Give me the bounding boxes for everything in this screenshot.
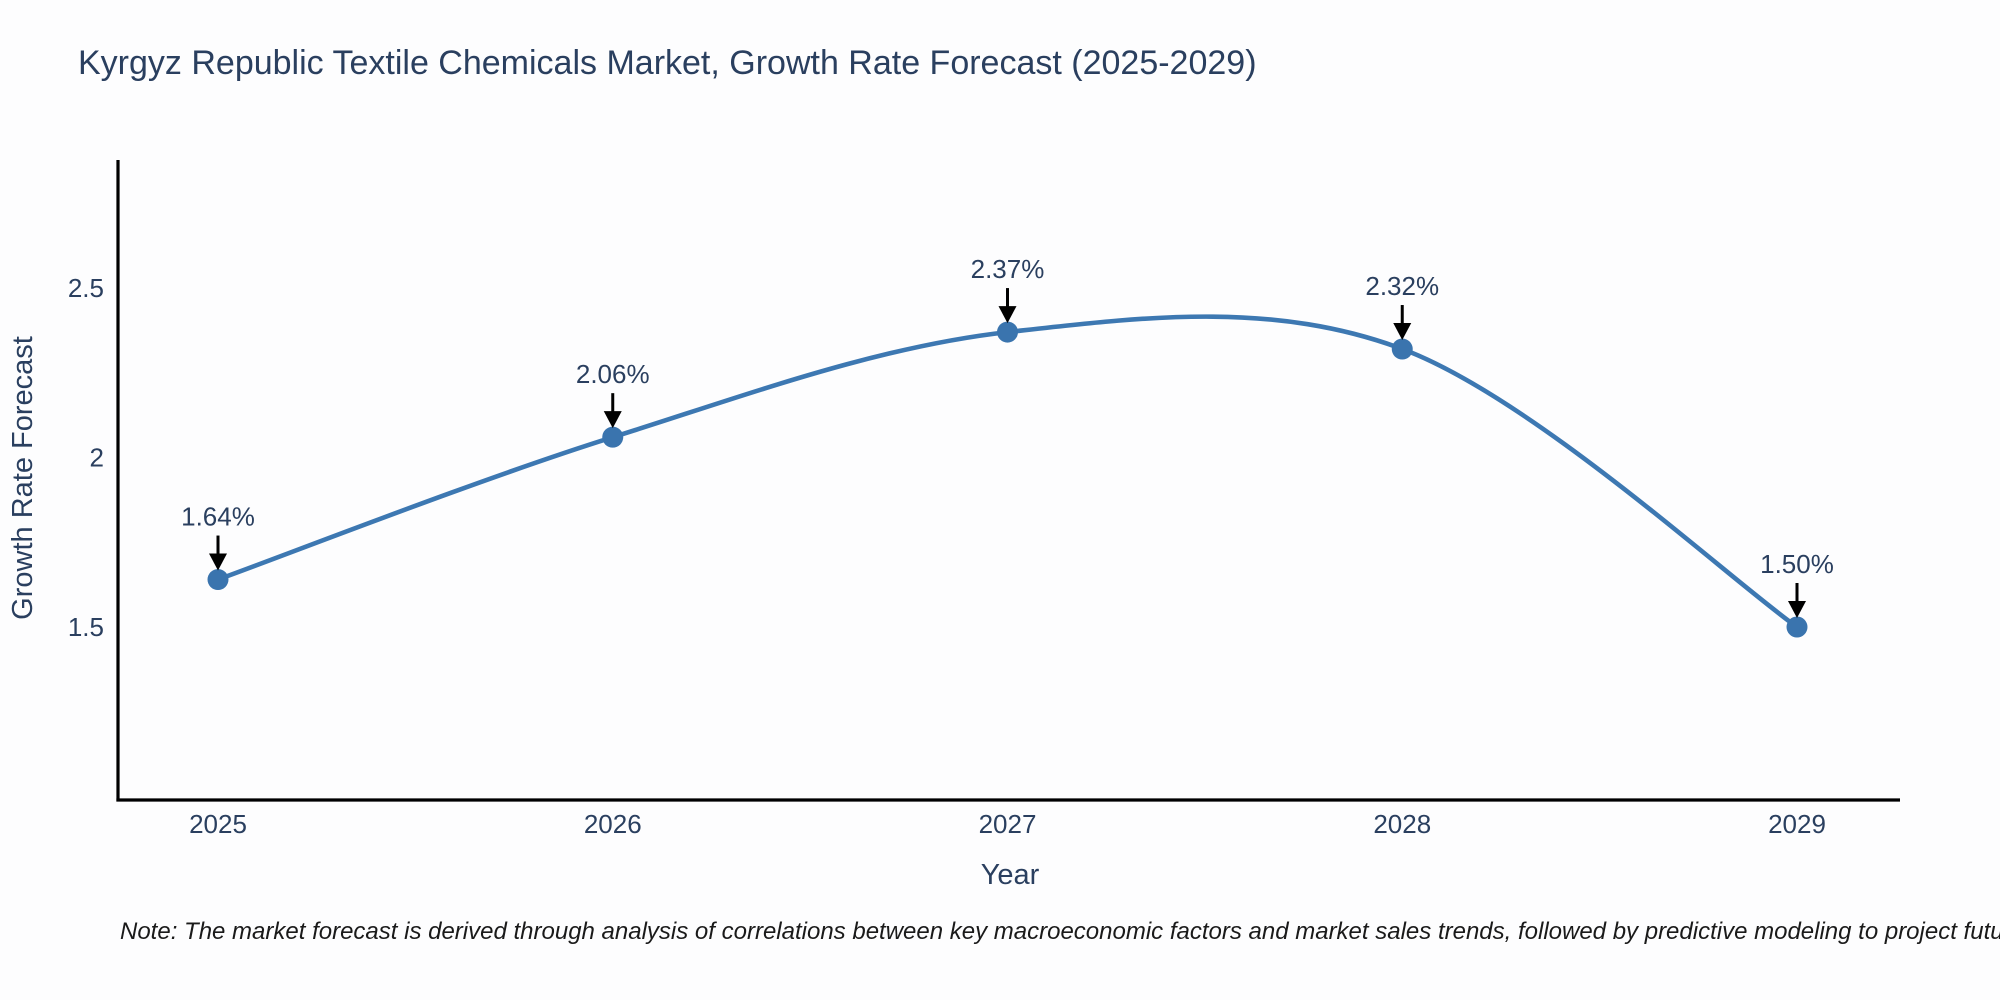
data-point-marker	[602, 426, 624, 448]
point-annotation-label: 2.37%	[971, 254, 1045, 284]
point-annotation-label: 2.32%	[1365, 271, 1439, 301]
x-tick-label: 2027	[979, 809, 1037, 839]
x-tick-label: 2028	[1373, 809, 1431, 839]
x-axis-title: Year	[981, 859, 1040, 891]
y-tick-label: 1.5	[68, 612, 104, 642]
trend-line	[217, 314, 1799, 629]
x-tick-label: 2025	[189, 809, 247, 839]
point-annotation-label: 2.06%	[576, 359, 650, 389]
x-tick-label: 2029	[1768, 809, 1826, 839]
y-tick-label: 2.5	[68, 273, 104, 303]
point-annotation-label: 1.64%	[181, 502, 255, 532]
x-tick-label: 2026	[584, 809, 642, 839]
chart-title: Kyrgyz Republic Textile Chemicals Market…	[78, 44, 1257, 82]
annotation-arrowhead	[1393, 323, 1412, 341]
data-point-marker	[1391, 338, 1413, 360]
data-point-marker	[207, 569, 229, 591]
y-axis-title: Growth Rate Forecast	[7, 336, 39, 620]
annotation-arrowhead	[603, 411, 622, 429]
annotation-arrowhead	[209, 553, 227, 571]
annotation-arrowhead	[1788, 601, 1806, 618]
footnote: Note: The market forecast is derived thr…	[120, 918, 2000, 945]
annotation-arrowhead	[998, 306, 1017, 324]
data-point-marker	[997, 321, 1018, 343]
y-tick-label: 2	[90, 443, 104, 473]
point-annotation-label: 1.50%	[1760, 549, 1834, 579]
data-point-marker	[1786, 616, 1808, 638]
